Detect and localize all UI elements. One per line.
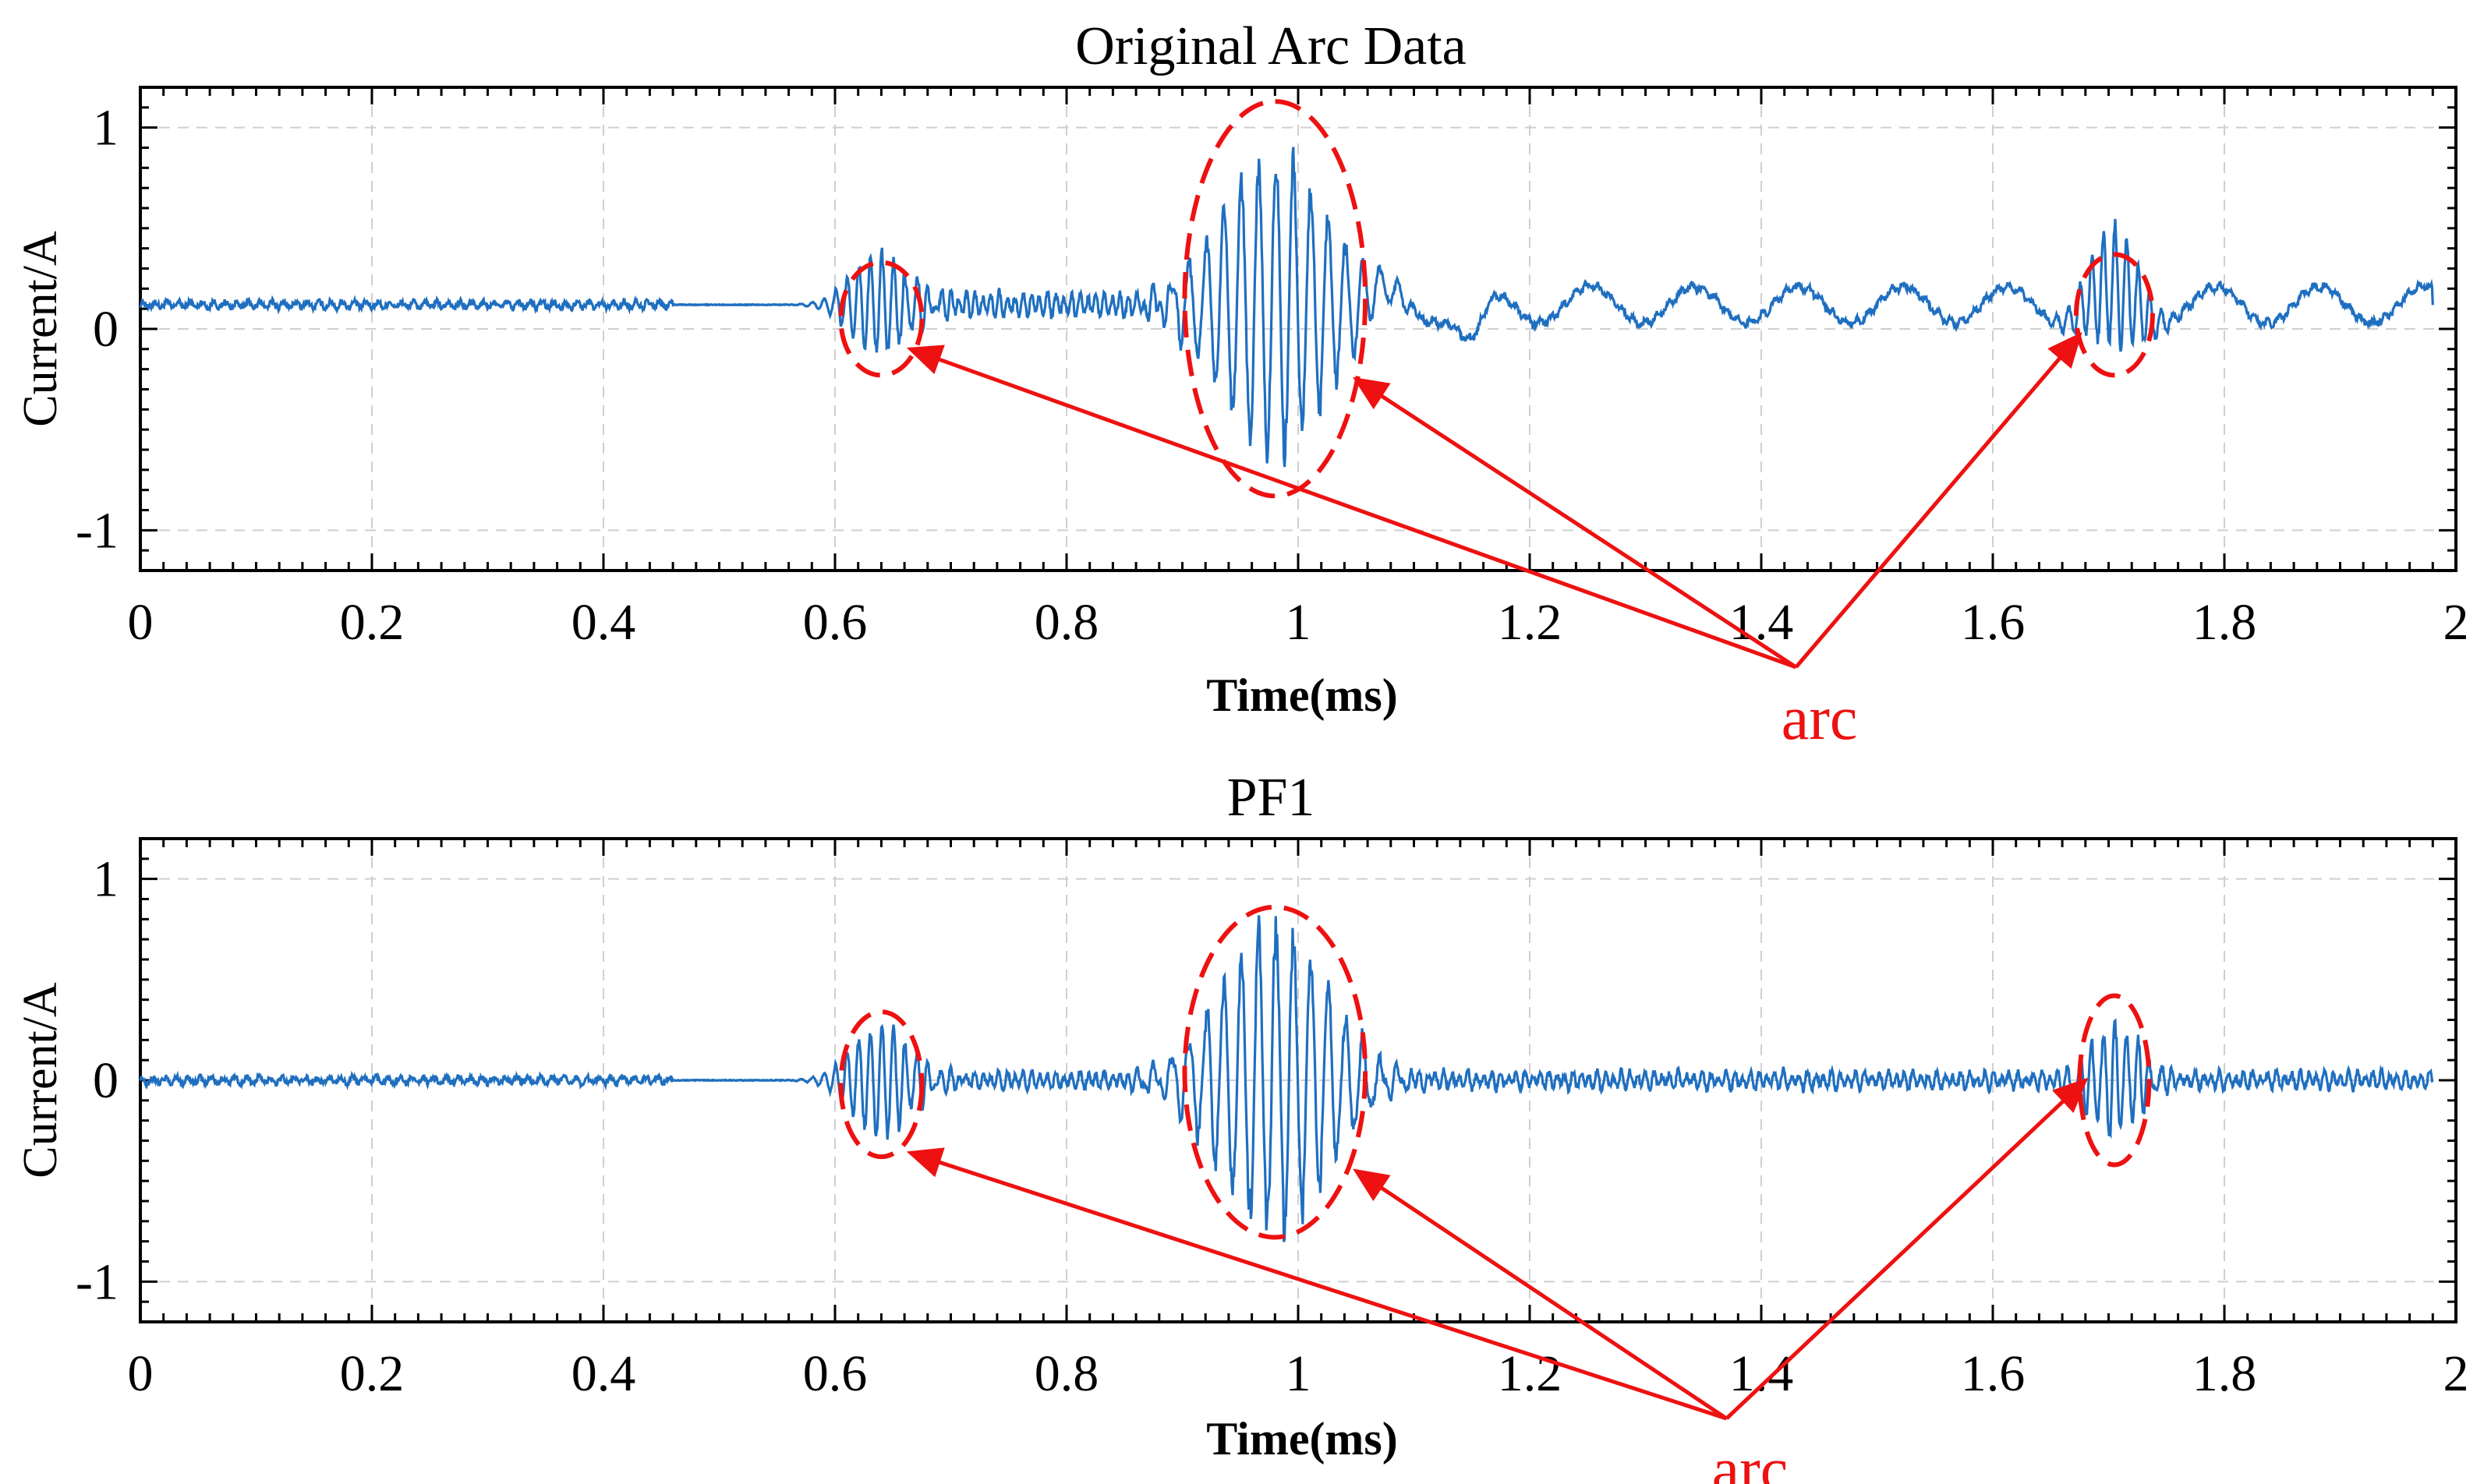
y-axis-label: Current/A <box>14 982 67 1178</box>
x-tick-label: 1.4 <box>1729 1345 1794 1402</box>
x-tick-label: 0.8 <box>1035 1345 1099 1402</box>
annotation-label-arc: arc <box>1782 684 1858 753</box>
chart-title: Original Arc Data <box>1075 16 1466 76</box>
arc-region-ellipse <box>838 260 925 378</box>
x-tick-label: 0.6 <box>803 594 868 651</box>
arc-arrow <box>1794 331 2082 669</box>
arc-arrow <box>1353 376 1797 670</box>
y-tick-label: 0 <box>93 301 119 358</box>
y-tick-labels: -1 0 1 <box>76 851 119 1311</box>
x-tick-label: 0.8 <box>1035 594 1099 651</box>
x-tick-label: 0.6 <box>803 1345 868 1402</box>
x-tick-label: 1 <box>1286 594 1311 651</box>
x-tick-label: 0.4 <box>571 1345 636 1402</box>
y-axis-label: Current/A <box>14 231 67 427</box>
x-tick-label: 1 <box>1286 1345 1311 1402</box>
y-tick-label: 1 <box>93 100 119 157</box>
x-axis-label: Time(ms) <box>1206 1413 1398 1465</box>
signal-line <box>139 915 2434 1242</box>
x-tick-label: 1.4 <box>1729 594 1794 651</box>
chart-title: PF1 <box>1227 768 1315 828</box>
x-tick-label: 1.8 <box>2192 594 2257 651</box>
x-tick-label: 0.2 <box>340 1345 405 1402</box>
annotation-label-arc: arc <box>1712 1436 1789 1484</box>
arc-region-ellipse <box>838 1009 925 1160</box>
arc-region-ellipse <box>1182 99 1368 499</box>
tick-marks <box>139 837 2457 1323</box>
x-tick-labels: 0 0.2 0.4 0.6 0.8 1 1.2 1.4 1.6 1.8 2 <box>128 1345 2469 1402</box>
x-tick-label: 2 <box>2443 1345 2469 1402</box>
signal-line <box>139 147 2434 468</box>
x-tick-label: 2 <box>2443 594 2469 651</box>
x-tick-label: 0.4 <box>571 594 636 651</box>
y-tick-labels: -1 0 1 <box>76 100 119 560</box>
x-tick-labels: 0 0.2 0.4 0.6 0.8 1 1.2 1.4 1.6 1.8 2 <box>128 594 2469 651</box>
x-tick-label: 1.8 <box>2192 1345 2257 1402</box>
arc-arrow <box>906 344 1797 670</box>
arc-region-ellipse <box>1182 904 1368 1240</box>
y-tick-label: 0 <box>93 1052 119 1109</box>
x-tick-label: 1.6 <box>1961 1345 2026 1402</box>
x-axis-label: Time(ms) <box>1206 670 1398 721</box>
arc-arrow <box>1353 1168 1728 1421</box>
x-tick-label: 0 <box>128 1345 154 1402</box>
arc-arrow <box>1725 1077 2089 1420</box>
x-tick-label: 0 <box>128 594 154 651</box>
x-tick-label: 1.6 <box>1961 594 2026 651</box>
chart-pf1: PF1 0 0.2 0.4 0.6 0.8 1 1.2 1.4 1.6 1.8 2 -101 Tim… <box>14 768 2469 1484</box>
tick-marks <box>139 86 2457 572</box>
x-tick-label: 1.2 <box>1498 594 1562 651</box>
arc-region-ellipse <box>2073 252 2155 378</box>
chart-original-arc-data: Original Arc Data 0 0.2 0.4 0.6 0.8 1 1.2 1.4 1.… <box>14 16 2469 753</box>
y-tick-label: -1 <box>76 1253 119 1310</box>
y-tick-label: -1 <box>76 502 119 559</box>
arc-annotations <box>838 904 2152 1421</box>
y-tick-label: 1 <box>93 851 119 908</box>
x-tick-label: 0.2 <box>340 594 405 651</box>
arc-annotations <box>838 99 2155 670</box>
arc-arrow <box>906 1147 1728 1421</box>
